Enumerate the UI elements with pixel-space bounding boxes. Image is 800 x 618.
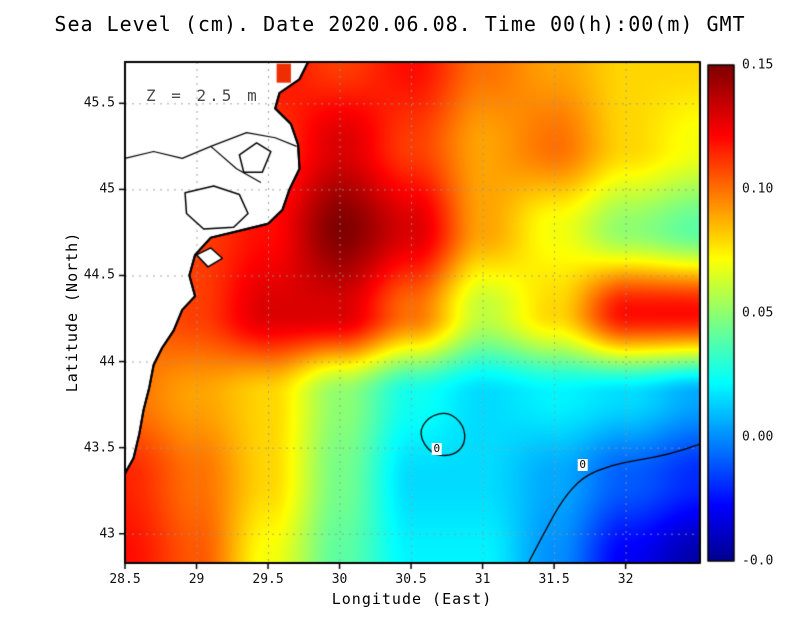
y-tick-label: 45 [99, 181, 115, 197]
x-tick-label: 30 [331, 572, 348, 587]
y-tick-label: 44 [99, 354, 115, 370]
x-tick-label: 29 [188, 572, 205, 587]
x-tick-label: 32 [617, 572, 634, 587]
colorbar-tick-label: 0.00 [742, 429, 774, 445]
y-axis-label: Latitude (North) [63, 231, 81, 393]
colorbar-tick-label: 0.15 [742, 57, 774, 73]
y-tick-label: 43.5 [83, 440, 115, 456]
x-tick-label: 28.5 [109, 572, 141, 587]
x-tick-label: 29.5 [252, 572, 284, 587]
colorbar-tick-label: -0.0 [742, 553, 774, 569]
x-tick-label: 30.5 [395, 572, 427, 587]
depth-annotation: Z = 2.5 m [146, 86, 260, 105]
y-tick-label: 45.5 [83, 95, 115, 111]
contour-label: 0 [431, 442, 443, 456]
colorbar-tick-label: 0.10 [742, 181, 774, 197]
chart-title: Sea Level (cm). Date 2020.06.08. Time 00… [54, 12, 746, 36]
x-axis-label: Longitude (East) [331, 590, 493, 608]
x-tick-label: 31.5 [538, 572, 570, 587]
contour-label: 0 [577, 457, 589, 471]
y-tick-label: 43 [99, 526, 115, 542]
colorbar-tick-label: 0.05 [742, 305, 774, 321]
x-tick-label: 31 [474, 572, 491, 587]
y-tick-label: 44.5 [83, 267, 115, 283]
